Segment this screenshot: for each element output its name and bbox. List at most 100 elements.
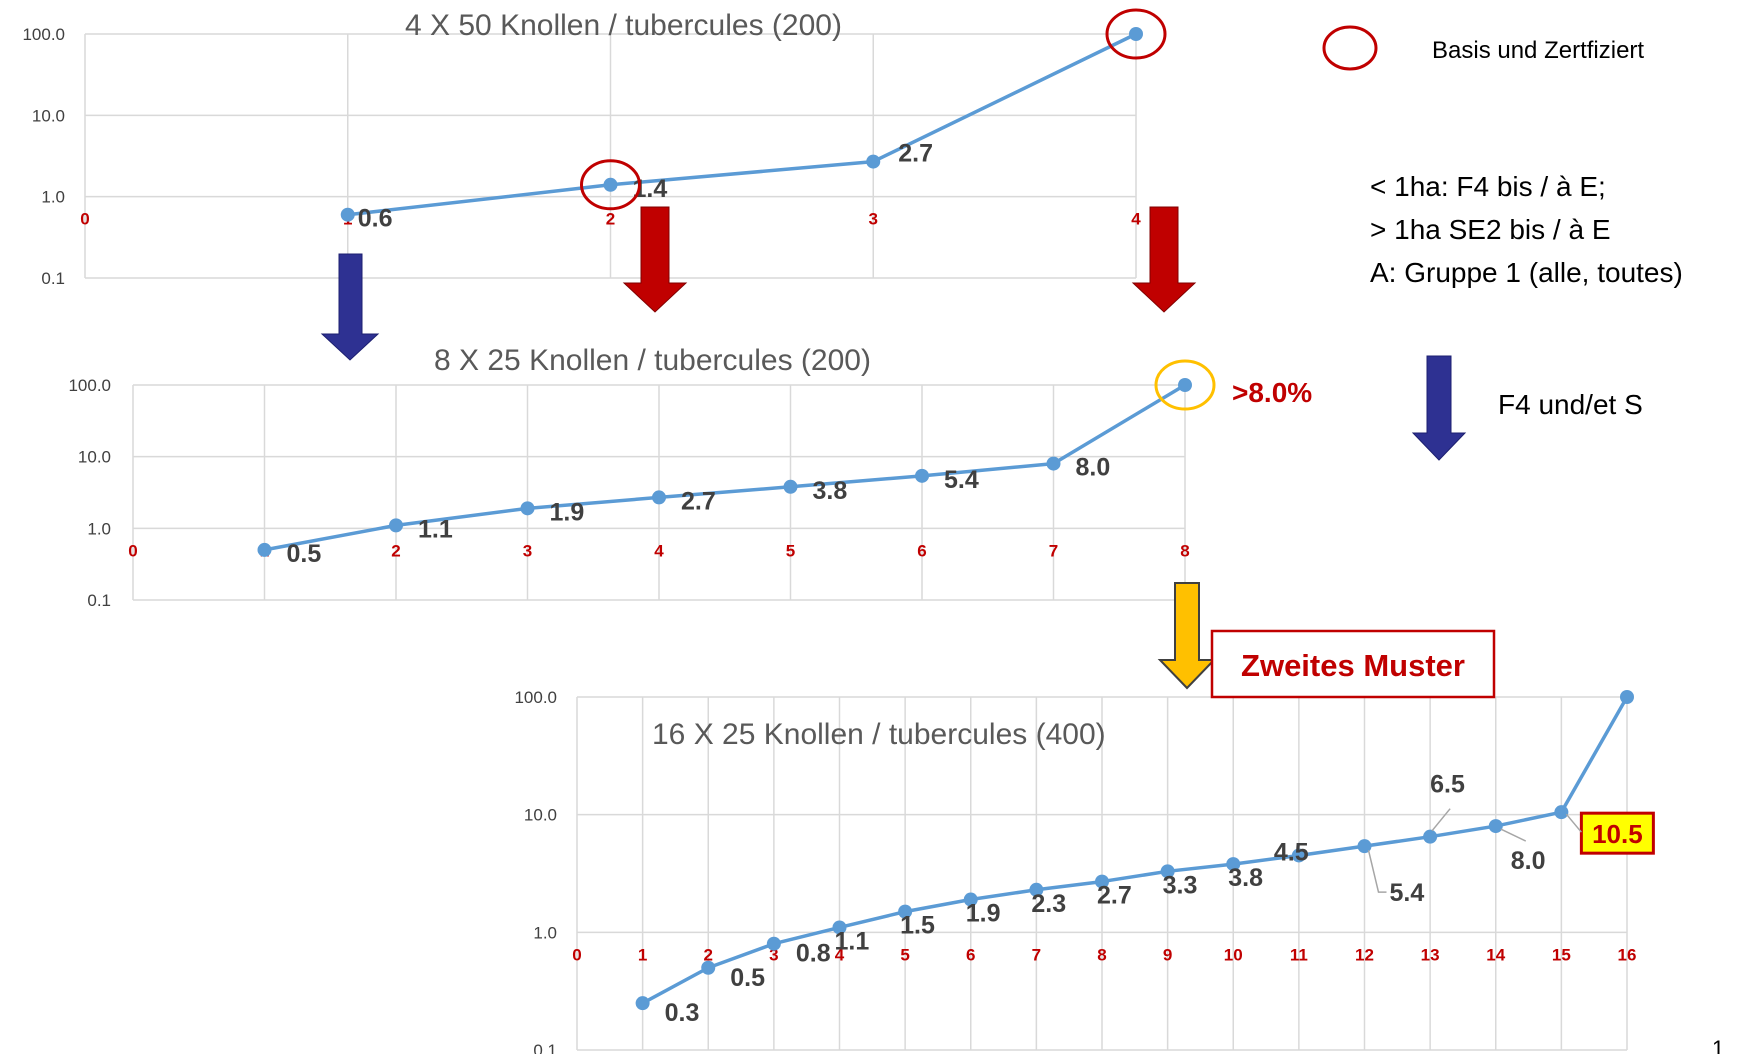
x-tick-label: 2: [391, 541, 400, 560]
y-tick-label: 100.0: [22, 25, 65, 44]
x-tick-label: 12: [1355, 945, 1374, 964]
y-tick-label: 100.0: [68, 376, 111, 395]
data-point: [1178, 378, 1192, 392]
x-tick-label: 3: [869, 210, 878, 229]
data-point: [701, 960, 716, 975]
label-leader-line: [1431, 808, 1451, 832]
x-tick-label: 2: [606, 210, 615, 229]
x-tick-label: 8: [1180, 541, 1189, 560]
chart-1: 100.010.01.00.1012340.61.42.74 X 50 Knol…: [22, 8, 1167, 288]
chart-title: 4 X 50 Knollen / tubercules (200): [405, 9, 842, 42]
x-tick-label: 0: [128, 541, 137, 560]
data-label: 0.5: [730, 964, 765, 992]
data-point: [1046, 456, 1061, 471]
series-line: [264, 383, 1186, 552]
x-tick-label: 5: [900, 945, 909, 964]
data-point: [898, 904, 913, 919]
data-point: [257, 542, 272, 557]
data-point: [1129, 27, 1143, 41]
circle-marker: [1105, 8, 1167, 60]
x-tick-label: 3: [523, 541, 532, 560]
x-tick-label: 8: [1097, 945, 1106, 964]
down-arrow-navy-icon: [320, 253, 380, 361]
data-point: [1291, 848, 1306, 863]
data-point: [1226, 857, 1241, 872]
circle-marker: [1154, 359, 1216, 411]
data-label: 8.0: [1511, 847, 1546, 875]
data-point: [1095, 874, 1109, 889]
x-tick-label: 15: [1552, 945, 1571, 964]
x-tick-label: 5: [786, 541, 795, 560]
y-tick-label: 100.0: [514, 688, 557, 707]
data-label: 2.7: [1097, 882, 1132, 910]
threshold-label: >8.0%: [1232, 377, 1312, 408]
charts-layer: 100.010.01.00.1012340.61.42.74 X 50 Knol…: [22, 8, 1655, 1054]
data-point: [340, 207, 355, 222]
legend-label: Basis und Zertfiziert: [1432, 37, 1644, 64]
data-label: 3.8: [813, 477, 848, 505]
note-line-2: > 1ha SE2 bis / à E: [1370, 214, 1611, 245]
data-label: 6.5: [1430, 771, 1465, 799]
data-label: 0.5: [287, 540, 322, 568]
x-tick-label: 7: [1049, 541, 1058, 560]
label-leader-line: [1565, 813, 1582, 833]
y-tick-label: 0.1: [533, 1041, 557, 1054]
data-point: [389, 518, 403, 533]
x-tick-label: 0: [572, 945, 581, 964]
data-point: [963, 892, 978, 907]
data-label: 8.0: [1076, 454, 1111, 482]
data-point: [783, 479, 798, 494]
data-label: 0.3: [665, 999, 700, 1027]
down-arrow-orange-icon: [1157, 582, 1217, 690]
data-point: [1357, 839, 1372, 854]
data-label: 5.4: [1390, 879, 1425, 907]
data-point: [1423, 829, 1438, 844]
highlight-box: [1579, 811, 1655, 855]
label-leader-line: [1500, 828, 1527, 842]
y-tick-label: 1.0: [87, 519, 111, 538]
note-line-1: < 1ha: F4 bis / à E;: [1370, 171, 1606, 202]
y-tick-label: 1.0: [533, 923, 557, 942]
data-point: [603, 177, 618, 192]
data-point: [1029, 882, 1044, 897]
x-tick-label: 4: [835, 945, 845, 964]
data-point: [1160, 864, 1175, 879]
data-label: 1.1: [835, 927, 870, 955]
data-point: [915, 468, 929, 483]
data-label-highlighted: 10.5: [1592, 819, 1643, 849]
x-tick-label: 3: [769, 945, 778, 964]
data-point: [766, 936, 781, 951]
x-tick-label: 9: [1163, 945, 1172, 964]
second-sample-label: Zweites Muster: [1241, 648, 1465, 683]
data-label: 5.4: [944, 466, 979, 494]
side-down-arrow-icon: [1411, 355, 1467, 461]
y-tick-label: 10.0: [78, 448, 111, 467]
y-tick-label: 1.0: [41, 188, 65, 207]
x-tick-label: 14: [1486, 945, 1505, 964]
data-label: 1.9: [966, 900, 1001, 928]
page-number: 1: [1712, 1036, 1724, 1054]
x-tick-label: 7: [1032, 945, 1041, 964]
data-label: 2.7: [898, 140, 933, 168]
data-label: 2.3: [1031, 890, 1066, 918]
series-line: [347, 32, 1137, 217]
x-tick-label: 6: [966, 945, 975, 964]
data-label: 1.9: [550, 498, 585, 526]
chart-title: 8 X 25 Knollen / tubercules (200): [434, 344, 871, 377]
data-point: [635, 996, 650, 1011]
data-label: 1.1: [418, 515, 453, 543]
label-leader-line: [1367, 849, 1387, 893]
x-tick-label: 1: [638, 945, 647, 964]
data-point: [832, 920, 847, 935]
second-sample-box: [1210, 629, 1496, 699]
series-line: [641, 696, 1629, 1005]
data-point: [520, 501, 535, 516]
x-tick-label: 11: [1290, 945, 1308, 964]
data-label: 0.8: [796, 940, 831, 968]
data-point: [1554, 805, 1569, 820]
data-point: [1620, 690, 1634, 704]
down-arrow-red-left-icon: [622, 206, 688, 313]
x-tick-label: 2: [704, 945, 713, 964]
x-tick-label: 4: [654, 541, 664, 560]
circle-marker: [580, 159, 641, 211]
